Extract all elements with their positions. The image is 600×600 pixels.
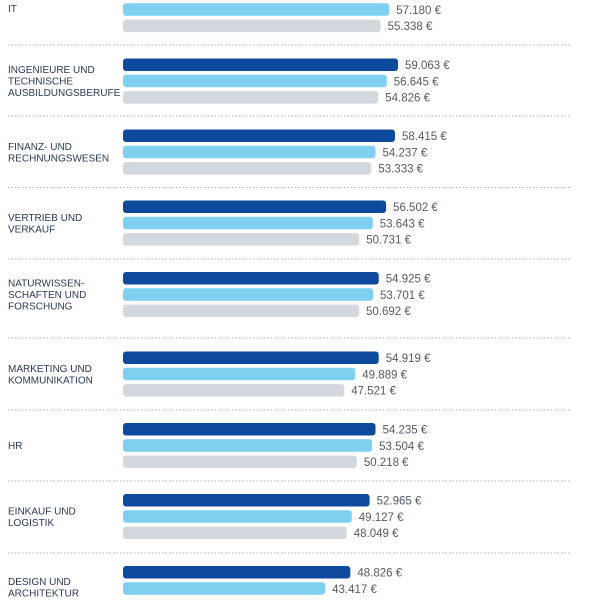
- value-label-3-1: 53.643 €: [380, 218, 425, 230]
- bar-4-2: [123, 304, 360, 318]
- category-label-0-line-0: IT: [8, 4, 17, 15]
- bar-4-0: [123, 272, 379, 285]
- bar-0-1: [123, 3, 390, 16]
- value-label-1-2: 54.826 €: [385, 93, 430, 105]
- value-label-2-0: 58.415 €: [402, 131, 447, 143]
- bar-8-0: [123, 566, 351, 579]
- bar-2-2: [123, 162, 372, 175]
- bar-7-2: [123, 526, 347, 540]
- bar-2-1: [123, 145, 376, 159]
- value-label-8-1: 43.417 €: [332, 584, 377, 596]
- bar-0-2: [123, 19, 381, 33]
- bar-7-0: [123, 494, 370, 507]
- value-label-1-0: 59.063 €: [405, 60, 450, 72]
- category-label-1-line-0: INGENIEURE UND: [8, 65, 95, 76]
- category-label-4-line-0: NATURWISSEN-: [8, 278, 84, 289]
- value-label-5-2: 47.521 €: [351, 386, 396, 398]
- value-label-5-0: 54.919 €: [386, 353, 431, 365]
- bar-5-0: [123, 351, 379, 364]
- category-label-8-line-1: ARCHITEKTUR: [8, 589, 79, 600]
- value-label-7-2: 48.049 €: [354, 528, 399, 540]
- value-label-4-0: 54.925 €: [386, 274, 431, 286]
- bar-2-0: [123, 129, 395, 142]
- bar-6-2: [123, 455, 357, 469]
- bar-7-1: [123, 510, 352, 523]
- value-label-7-1: 49.127 €: [359, 512, 404, 524]
- bar-5-2: [123, 384, 345, 397]
- bar-3-0: [123, 200, 387, 213]
- bar-1-2: [123, 91, 379, 104]
- category-label-5-line-0: MARKETING UND: [8, 364, 92, 375]
- value-label-1-1: 56.645 €: [394, 76, 439, 88]
- value-label-2-2: 53.333 €: [378, 164, 423, 176]
- category-label-5-line-1: KOMMUNIKATION: [8, 375, 93, 386]
- category-label-7-line-1: LOGISTIK: [8, 518, 54, 529]
- bar-3-2: [123, 233, 360, 246]
- category-label-2-line-0: FINANZ- UND: [8, 142, 72, 153]
- bar-6-0: [123, 423, 376, 436]
- value-label-6-0: 54.235 €: [383, 425, 428, 437]
- value-label-0-1: 57.180 €: [396, 5, 441, 17]
- value-label-2-1: 54.237 €: [383, 147, 428, 159]
- value-label-4-2: 50.692 €: [366, 306, 411, 318]
- bar-5-1: [123, 367, 356, 381]
- value-label-0-2: 55.338 €: [388, 21, 433, 33]
- value-label-6-2: 50.218 €: [364, 457, 409, 469]
- category-label-8-line-0: DESIGN UND: [8, 577, 71, 588]
- bar-8-1: [123, 582, 326, 595]
- category-label-3-line-0: VERTRIEB UND: [8, 213, 82, 224]
- value-label-4-1: 53.701 €: [380, 290, 425, 302]
- bar-1-1: [123, 74, 387, 88]
- value-label-3-0: 56.502 €: [393, 202, 438, 214]
- bar-4-1: [123, 288, 374, 301]
- value-label-5-1: 49.889 €: [362, 369, 407, 381]
- category-label-1-line-2: AUSBILDUNGSBERUFE: [8, 88, 121, 99]
- value-label-3-2: 50.731 €: [366, 235, 411, 247]
- category-label-4-line-2: FORSCHUNG: [8, 302, 73, 313]
- category-label-1-line-1: TECHNISCHE: [8, 77, 73, 88]
- bar-3-1: [123, 216, 373, 230]
- category-label-4-line-1: SCHAFTEN UND: [8, 290, 86, 301]
- value-label-6-1: 53.504 €: [379, 441, 424, 453]
- bar-1-0: [123, 58, 398, 71]
- value-label-7-0: 52.965 €: [377, 496, 422, 508]
- category-label-7-line-0: EINKAUF UND: [8, 506, 76, 517]
- category-label-6-line-0: HR: [8, 441, 22, 452]
- category-label-3-line-1: VERKAUF: [8, 224, 55, 235]
- bar-6-1: [123, 439, 373, 452]
- category-label-2-line-1: RECHNUNGSWESEN: [8, 153, 109, 164]
- value-label-8-0: 48.826 €: [357, 568, 402, 580]
